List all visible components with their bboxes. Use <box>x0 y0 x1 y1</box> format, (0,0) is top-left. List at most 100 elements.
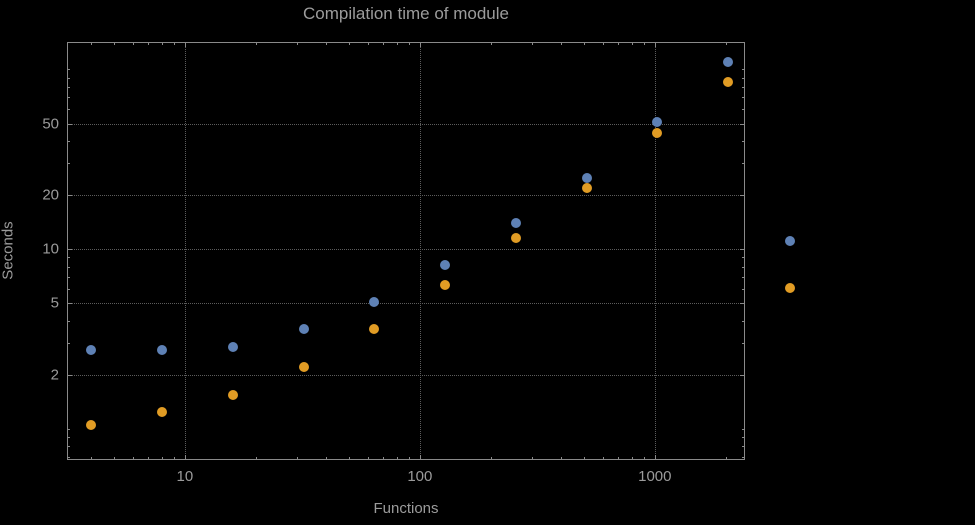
frame-tick <box>742 428 745 430</box>
frame-tick <box>742 446 745 448</box>
frame-tick <box>296 457 298 460</box>
y-gridline <box>67 374 745 376</box>
frame-tick <box>383 42 385 45</box>
frame-tick <box>740 123 745 125</box>
frame-tick <box>148 457 150 460</box>
x-gridline <box>184 42 186 460</box>
frame-tick <box>561 457 563 460</box>
frame-tick <box>367 457 369 460</box>
y-gridline <box>67 123 745 125</box>
frame-tick <box>531 42 533 45</box>
data-point-series-1 <box>652 116 663 127</box>
y-tick-label: 50 <box>42 115 59 132</box>
frame-tick <box>67 97 70 99</box>
x-tick-label: 100 <box>407 468 433 485</box>
frame-tick <box>742 109 745 111</box>
frame-tick <box>67 123 72 125</box>
frame-tick <box>255 457 257 460</box>
y-gridline <box>67 195 745 197</box>
frame-tick <box>67 109 70 111</box>
plot-frame <box>67 42 745 460</box>
frame-tick <box>419 455 421 460</box>
frame-tick <box>132 457 134 460</box>
frame-tick <box>654 455 656 460</box>
x-axis-label: Functions <box>373 500 439 517</box>
frame-tick <box>644 42 646 45</box>
data-point-series-1 <box>227 342 238 353</box>
frame-tick <box>67 195 72 197</box>
frame-tick <box>174 457 176 460</box>
legend-marker-series-1 <box>785 236 795 246</box>
y-tick-label: 20 <box>42 186 59 204</box>
frame-tick <box>742 86 745 88</box>
frame-tick <box>67 277 70 279</box>
x-gridline <box>654 42 656 460</box>
y-gridline <box>67 249 745 251</box>
frame-tick <box>740 303 745 305</box>
frame-tick <box>383 457 385 460</box>
frame-tick <box>742 437 745 439</box>
frame-tick <box>742 140 745 142</box>
frame-tick <box>349 457 351 460</box>
y-gridline <box>67 303 745 305</box>
data-point-series-2 <box>581 182 592 193</box>
frame-tick <box>740 195 745 197</box>
frame-tick <box>584 457 586 460</box>
frame-tick <box>349 42 351 45</box>
frame-tick <box>67 249 72 251</box>
frame-tick <box>490 42 492 45</box>
frame-tick <box>296 42 298 45</box>
frame-tick <box>91 457 93 460</box>
data-point-series-2 <box>86 420 97 431</box>
frame-tick <box>397 457 399 460</box>
frame-tick <box>409 42 411 45</box>
frame-tick <box>531 457 533 460</box>
data-point-series-2 <box>227 389 238 400</box>
frame-tick <box>367 42 369 45</box>
frame-tick <box>91 42 93 45</box>
frame-tick <box>67 446 70 448</box>
data-point-series-2 <box>440 280 451 291</box>
frame-tick <box>67 437 70 439</box>
frame-tick <box>584 42 586 45</box>
frame-tick <box>67 289 70 291</box>
frame-tick <box>740 249 745 251</box>
legend-marker-series-2 <box>785 283 795 293</box>
frame-tick <box>725 457 727 460</box>
data-point-series-1 <box>86 344 97 355</box>
frame-tick <box>184 42 186 47</box>
frame-tick <box>561 42 563 45</box>
frame-tick <box>162 457 164 460</box>
frame-tick <box>742 97 745 99</box>
frame-tick <box>67 303 72 305</box>
frame-tick <box>67 163 70 165</box>
data-point-series-1 <box>298 323 309 334</box>
frame-tick <box>618 42 620 45</box>
frame-tick <box>644 457 646 460</box>
frame-tick <box>326 42 328 45</box>
data-point-series-2 <box>157 406 168 417</box>
frame-tick <box>162 42 164 45</box>
frame-tick <box>742 257 745 259</box>
frame-tick <box>67 456 70 458</box>
frame-tick <box>725 42 727 45</box>
frame-tick <box>742 289 745 291</box>
frame-tick <box>742 456 745 458</box>
frame-tick <box>419 42 421 47</box>
data-point-series-2 <box>652 128 663 139</box>
frame-tick <box>67 343 70 345</box>
y-tick-label: 5 <box>50 294 59 312</box>
frame-tick <box>174 42 176 45</box>
frame-tick <box>632 457 634 460</box>
frame-tick <box>67 266 70 268</box>
frame-tick <box>326 457 328 460</box>
frame-tick <box>602 42 604 45</box>
frame-tick <box>67 428 70 430</box>
frame-tick <box>132 42 134 45</box>
frame-tick <box>409 457 411 460</box>
x-tick-label: 1000 <box>638 468 672 485</box>
frame-tick <box>114 42 116 45</box>
frame-tick <box>602 457 604 460</box>
frame-tick <box>742 277 745 279</box>
